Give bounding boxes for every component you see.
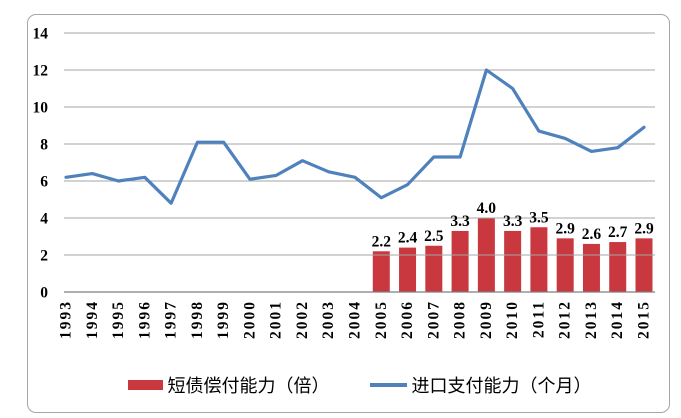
bar-2013 [582, 243, 600, 292]
x-tick-label-2010: 2010 [504, 300, 521, 339]
y-tick-label-6: 6 [40, 174, 48, 191]
x-tick-label-2003: 2003 [320, 300, 337, 339]
legend-item-bar-series: 短债偿付能力（倍） [127, 372, 330, 398]
x-tick-label-2004: 2004 [347, 300, 364, 339]
y-tick-label-10: 10 [33, 100, 49, 117]
x-tick-label-1998: 1998 [189, 300, 206, 339]
bar-2015 [635, 238, 653, 292]
x-tick-label-2009: 2009 [478, 300, 495, 339]
legend: 短债偿付能力（倍） 进口支付能力（个月） [64, 372, 655, 398]
y-tick-label-4: 4 [40, 211, 48, 228]
x-tick-label-2011: 2011 [530, 300, 547, 338]
bar-2012 [556, 238, 574, 292]
x-tick-label-1993: 1993 [58, 300, 75, 339]
data-label-2014: 2.7 [608, 224, 628, 241]
chart-panel-border [27, 14, 670, 413]
bar-2005 [372, 251, 390, 292]
y-tick-label-2: 2 [40, 248, 48, 265]
x-tick-label-2006: 2006 [399, 300, 416, 339]
data-label-2013: 2.6 [582, 226, 602, 243]
legend-item-line-series: 进口支付能力（个月） [369, 372, 592, 398]
x-tick-label-2015: 2015 [636, 300, 653, 339]
x-tick-label-2012: 2012 [557, 300, 574, 339]
x-tick-label-2002: 2002 [294, 300, 311, 339]
data-label-2015: 2.9 [634, 220, 654, 237]
x-tick-label-1994: 1994 [84, 300, 101, 339]
bar-2010 [504, 230, 522, 292]
x-tick-label-1996: 1996 [136, 300, 153, 339]
data-label-2005: 2.2 [372, 233, 392, 250]
data-label-2006: 2.4 [398, 230, 418, 247]
x-tick-label-2000: 2000 [241, 300, 258, 339]
data-label-2011: 3.5 [529, 209, 549, 226]
import-capacity-line [64, 68, 646, 205]
line-series-label: 进口支付能力（个月） [411, 376, 592, 396]
data-label-2009: 4.0 [477, 200, 497, 217]
x-tick-label-2014: 2014 [609, 300, 626, 339]
data-label-2008: 3.3 [450, 213, 470, 230]
data-label-2007: 2.5 [424, 228, 444, 245]
x-tick-label-2005: 2005 [373, 300, 390, 339]
data-label-2010: 3.3 [503, 213, 523, 230]
data-label-2012: 2.9 [555, 220, 575, 237]
x-tick-label-1995: 1995 [110, 300, 127, 339]
x-tick-label-2008: 2008 [452, 300, 469, 339]
bar-2007 [425, 245, 443, 292]
bar-2014 [609, 242, 627, 292]
y-tick-label-12: 12 [33, 63, 49, 80]
bar-series-swatch [127, 380, 163, 390]
y-tick-label-14: 14 [33, 26, 49, 43]
x-tick-label-2007: 2007 [425, 300, 442, 339]
x-tick-label-2013: 2013 [583, 300, 600, 339]
x-tick-label-1999: 1999 [215, 300, 232, 339]
y-tick-label-8: 8 [40, 137, 48, 154]
bar-2011 [530, 227, 548, 292]
line-series-swatch [369, 383, 407, 387]
x-tick-label-1997: 1997 [163, 300, 180, 339]
bar-series-label: 短债偿付能力（倍） [167, 376, 330, 396]
y-tick-label-0: 0 [40, 285, 48, 302]
bar-2006 [399, 247, 417, 292]
x-tick-label-2001: 2001 [268, 300, 285, 339]
bar-2008 [451, 230, 469, 292]
